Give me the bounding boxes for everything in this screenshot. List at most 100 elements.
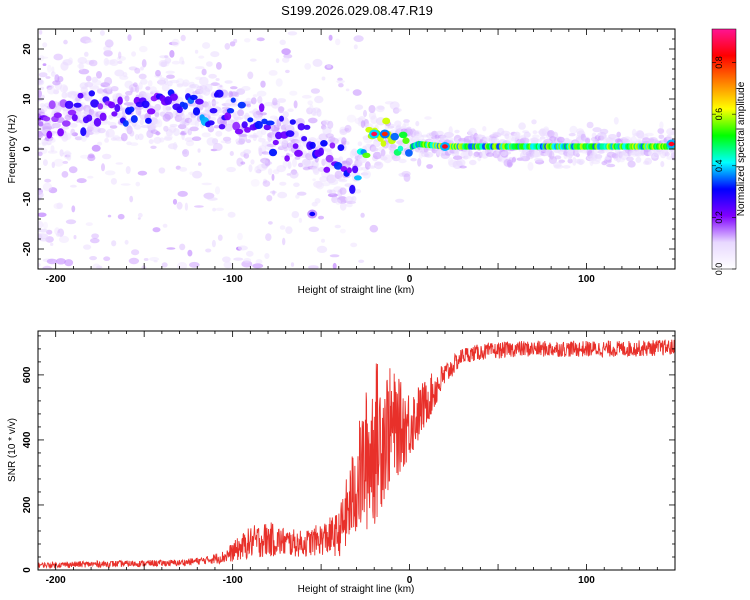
spectrogram-ridge-cell (218, 124, 226, 130)
spectrogram-ridge-cell (141, 100, 150, 109)
spectrogram-ridge-cell (38, 121, 44, 127)
spectrogram-noise-cell (246, 250, 254, 257)
spectrogram-halo-cell (383, 154, 393, 164)
spectrogram-halo-cell (553, 164, 564, 169)
spectrogram-halo-cell (243, 149, 252, 155)
spectrogram-ridge-cell (397, 145, 404, 152)
spectrogram-halo-cell (184, 137, 194, 142)
spectrogram-y-tick-label: 10 (22, 93, 33, 105)
spectrogram-noise-cell (162, 223, 168, 228)
spectrogram-halo-cell (519, 137, 530, 144)
spectrogram-noise-cell (42, 265, 53, 269)
spectrogram-halo-cell (237, 109, 245, 117)
spectrogram-ridge-cell (294, 149, 303, 157)
spectrogram-halo-cell (403, 119, 410, 124)
spectrogram-ridge-cell (337, 144, 345, 152)
spectrogram-noise-cell (272, 190, 276, 196)
spectrogram-halo-cell (77, 57, 88, 64)
spectrogram-noise-cell (262, 180, 271, 187)
spectrogram-halo-cell (158, 77, 166, 86)
spectrogram-halo-cell (207, 100, 212, 110)
spectrogram-noise-cell (243, 258, 252, 263)
spectrogram-ridge-cell (241, 121, 248, 129)
spectrogram-halo-cell (322, 126, 332, 135)
spectrogram-noise-cell (152, 227, 161, 233)
spectrogram-noise-cell (176, 201, 183, 210)
spectrogram-noise-cell (104, 39, 114, 48)
spectrogram-halo-cell (139, 119, 144, 126)
spectrogram-noise-cell (308, 265, 319, 269)
spectrogram-halo-cell (151, 124, 158, 128)
spectrogram-noise-cell (169, 50, 175, 58)
spectrogram-halo-cell (140, 78, 148, 85)
spectrogram-y-tick-label: -10 (22, 191, 33, 206)
spectrogram-halo-cell (642, 137, 651, 144)
spectrogram-halo-cell (134, 84, 140, 93)
spectrogram-noise-cell (223, 261, 233, 269)
spectrogram-noise-cell (285, 226, 293, 235)
spectrogram-noise-cell (76, 178, 87, 184)
spectrogram-ridge-cell (214, 89, 224, 98)
spectrogram-halo-cell (278, 106, 285, 114)
spectrogram-x-tick-label: -200 (46, 274, 66, 285)
spectrogram-noise-cell (38, 234, 43, 241)
spectrogram-halo-cell (135, 106, 142, 116)
spectrogram-ridge-cell (398, 131, 408, 139)
spectrogram-noise-cell (321, 238, 325, 243)
spectrogram-halo-cell (424, 116, 432, 120)
spectrogram-halo-cell (534, 157, 544, 163)
spectrogram-halo-cell (531, 119, 537, 125)
spectrogram-halo-cell (124, 95, 130, 102)
spectrogram-noise-cell (103, 256, 111, 262)
spectrogram-halo-cell (229, 151, 234, 156)
spectrogram-halo-cell (85, 107, 90, 114)
spectrogram-ridge-cell (122, 120, 129, 127)
spectrogram-halo-cell (181, 82, 189, 87)
spectrogram-noise-cell (335, 38, 341, 46)
spectrogram-halo-cell (597, 150, 605, 154)
spectrogram-halo-cell (572, 157, 577, 166)
spectrogram-noise-cell (42, 42, 48, 48)
spectrogram-halo-cell (309, 104, 314, 113)
spectrogram-noise-cell (352, 89, 362, 96)
spectrogram-halo-cell (107, 122, 117, 126)
spectrogram-halo-cell (539, 136, 546, 140)
spectrogram-halo-cell (339, 187, 347, 195)
spectrogram-noise-cell (279, 181, 287, 186)
spectrogram-halo-cell (403, 121, 409, 127)
spectrogram-ridge-cell (62, 120, 71, 127)
spectrogram-halo-cell (321, 182, 331, 187)
spectrogram-noise-cell (336, 79, 345, 84)
spectrogram-blob-core (381, 131, 388, 137)
spectrogram-noise-cell (215, 207, 225, 211)
spectrogram-halo-cell (224, 80, 233, 84)
spectrogram-halo-cell (230, 86, 238, 90)
snr-ticks (37, 331, 676, 571)
spectrogram-ridge-cell (73, 102, 82, 108)
spectrogram-noise-cell (39, 238, 49, 242)
spectrogram-ridge-cell (284, 155, 290, 162)
spectrogram-halo-cell (145, 86, 151, 91)
spectrogram-halo-cell (125, 90, 133, 96)
spectrogram-noise-cell (212, 207, 217, 212)
spectrogram-noise-cell (312, 178, 316, 182)
spectrogram-ridge-cell (226, 108, 235, 114)
spectrogram-halo-cell (252, 94, 258, 98)
spectrogram-ridge-cell (259, 103, 265, 112)
spectrogram-halo-cell (502, 151, 512, 155)
spectrogram-noise-cell (268, 221, 273, 225)
spectrogram-ridge-cell (234, 128, 244, 135)
spectrogram-ridge-cell (111, 111, 118, 117)
spectrogram-halo-cell (562, 165, 571, 169)
spectrogram-ridge-cell (209, 108, 218, 114)
spectrogram-halo-cell (104, 138, 109, 143)
spectrogram-noise-cell (171, 38, 180, 47)
spectrogram-halo-cell (406, 126, 412, 131)
spectrogram-noise-cell (332, 262, 337, 269)
spectrogram-halo-cell (338, 156, 344, 162)
spectrogram-halo-cell (52, 122, 61, 129)
spectrogram-noise-cell (38, 90, 42, 98)
spectrogram-noise-cell (87, 154, 96, 162)
spectrogram-halo-cell (594, 153, 602, 162)
spectrogram-halo-cell (469, 159, 477, 166)
